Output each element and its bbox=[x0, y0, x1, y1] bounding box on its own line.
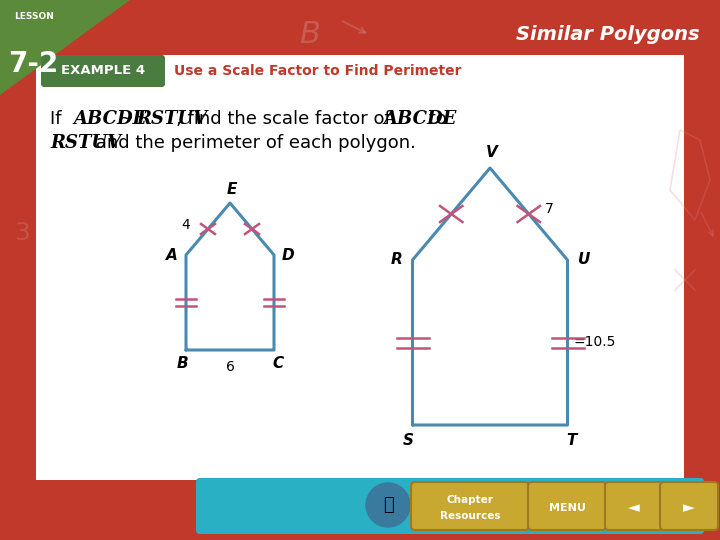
Text: B: B bbox=[300, 20, 320, 49]
Text: D: D bbox=[282, 247, 294, 262]
Text: E: E bbox=[227, 182, 237, 197]
Text: Similar Polygons: Similar Polygons bbox=[516, 25, 700, 44]
Text: EXAMPLE 4: EXAMPLE 4 bbox=[61, 64, 145, 78]
Text: ►: ► bbox=[683, 501, 695, 516]
Text: RSTUV: RSTUV bbox=[50, 134, 121, 152]
Text: ~: ~ bbox=[113, 110, 140, 128]
Text: Chapter: Chapter bbox=[446, 495, 493, 505]
FancyBboxPatch shape bbox=[411, 482, 529, 530]
FancyBboxPatch shape bbox=[660, 482, 718, 530]
Text: If: If bbox=[50, 110, 67, 128]
Text: to: to bbox=[423, 110, 447, 128]
FancyBboxPatch shape bbox=[196, 478, 704, 534]
Text: , find the scale factor of: , find the scale factor of bbox=[176, 110, 397, 128]
Text: and the perimeter of each polygon.: and the perimeter of each polygon. bbox=[90, 134, 416, 152]
Text: MENU: MENU bbox=[549, 503, 585, 513]
FancyBboxPatch shape bbox=[528, 482, 606, 530]
Text: R: R bbox=[391, 253, 402, 267]
Text: S: S bbox=[403, 433, 414, 448]
Text: =10.5: =10.5 bbox=[574, 335, 616, 349]
FancyBboxPatch shape bbox=[36, 55, 684, 87]
Circle shape bbox=[366, 483, 410, 527]
Text: ABCDE: ABCDE bbox=[383, 110, 456, 128]
FancyBboxPatch shape bbox=[41, 55, 165, 87]
Text: 7-2: 7-2 bbox=[8, 50, 58, 78]
Text: 3: 3 bbox=[14, 221, 30, 245]
FancyBboxPatch shape bbox=[36, 65, 684, 480]
Text: U: U bbox=[577, 253, 590, 267]
Text: A: A bbox=[166, 247, 178, 262]
Text: RSTUV: RSTUV bbox=[136, 110, 207, 128]
Polygon shape bbox=[0, 0, 130, 95]
Text: ABCDE: ABCDE bbox=[73, 110, 146, 128]
Text: Use a Scale Factor to Find Perimeter: Use a Scale Factor to Find Perimeter bbox=[174, 64, 462, 78]
Text: B: B bbox=[176, 356, 188, 371]
Text: 6: 6 bbox=[225, 360, 235, 374]
Text: C: C bbox=[272, 356, 284, 371]
Text: 4: 4 bbox=[181, 218, 190, 232]
Text: T: T bbox=[567, 433, 577, 448]
Text: 7: 7 bbox=[545, 202, 554, 216]
FancyBboxPatch shape bbox=[605, 482, 663, 530]
Text: LESSON: LESSON bbox=[14, 12, 54, 21]
Text: ◄: ◄ bbox=[628, 501, 640, 516]
Text: 🌍: 🌍 bbox=[382, 496, 393, 514]
Text: Resources: Resources bbox=[440, 511, 500, 521]
Text: V: V bbox=[486, 145, 498, 160]
